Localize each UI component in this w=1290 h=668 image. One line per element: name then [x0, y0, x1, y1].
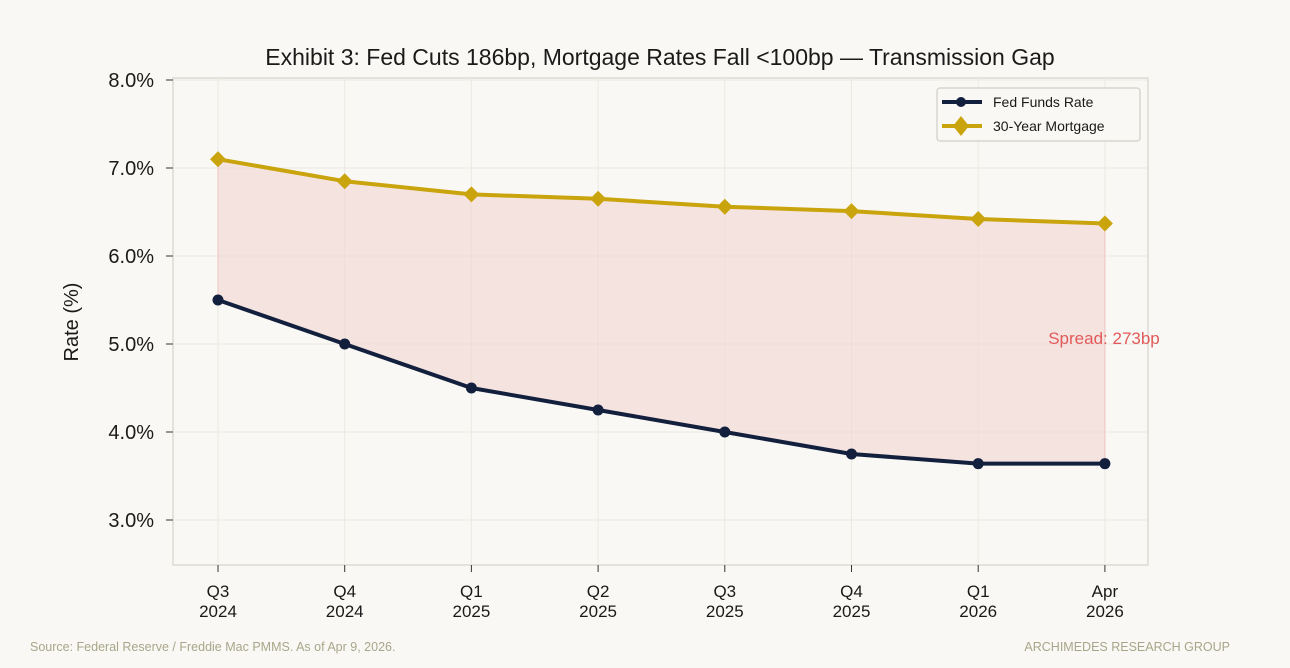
y-tick-label: 7.0%	[108, 158, 154, 180]
series-line	[217, 298, 1105, 466]
series-30-year-mortgage	[210, 151, 1113, 232]
x-tick-label: Q1 2026	[959, 582, 997, 621]
data-point	[465, 382, 477, 394]
x-tick-label: Q4 2025	[833, 582, 871, 621]
legend: Fed Funds Rate 30-Year Mortgage	[936, 87, 1141, 142]
x-tick-label: Apr 2026	[1086, 582, 1124, 621]
data-point	[970, 211, 987, 228]
data-point	[463, 186, 480, 203]
series-group	[210, 151, 1113, 470]
y-tick-label: 5.0%	[108, 334, 154, 356]
x-tick-label: Q2 2025	[579, 582, 617, 621]
x-tick-label: Q3 2024	[199, 582, 237, 621]
data-point	[1099, 458, 1111, 470]
series-fed-funds-rate	[212, 294, 1111, 470]
data-point	[592, 404, 604, 416]
y-axis: 3.0% 4.0% 5.0% 6.0% 7.0% 8.0%	[108, 70, 173, 532]
y-tick-label: 8.0%	[108, 70, 154, 92]
legend-mortgage-label: 30-Year Mortgage	[993, 118, 1105, 134]
y-tick-label: 6.0%	[108, 246, 154, 268]
data-point	[719, 426, 731, 438]
data-point	[210, 151, 226, 168]
series-line	[217, 157, 1105, 226]
legend-fed-marker	[956, 97, 966, 107]
data-point	[1096, 215, 1113, 232]
source-note: Source: Federal Reserve / Freddie Mac PM…	[30, 640, 395, 654]
x-axis: Q3 2024 Q4 2024 Q1 2025 Q2 2025 Q3 2025 Q4 2025 Q1 20…	[199, 565, 1124, 621]
brand-name: ARCHIMEDES RESEARCH GROUP	[1024, 640, 1230, 654]
data-point	[336, 173, 353, 190]
data-point	[846, 448, 857, 460]
data-point	[339, 338, 351, 350]
data-point	[212, 294, 224, 306]
x-tick-label: Q1 2025	[452, 582, 490, 621]
chart-title: Exhibit 3: Fed Cuts 186bp, Mortgage Rate…	[265, 44, 1054, 70]
data-point	[843, 203, 860, 220]
legend-mortgage-marker	[953, 116, 969, 136]
x-tick-label: Q4 2024	[326, 582, 364, 621]
spread-annotation: Spread: 273bp	[1048, 329, 1160, 348]
data-point	[716, 198, 733, 215]
data-point	[972, 458, 984, 470]
y-tick-label: 4.0%	[108, 422, 154, 444]
y-axis-label: Rate (%)	[61, 283, 83, 362]
y-tick-label: 3.0%	[108, 510, 154, 532]
data-point	[590, 190, 607, 207]
legend-fed-label: Fed Funds Rate	[993, 94, 1094, 110]
x-tick-label: Q3 2025	[706, 582, 744, 621]
legend-box	[936, 87, 1141, 142]
